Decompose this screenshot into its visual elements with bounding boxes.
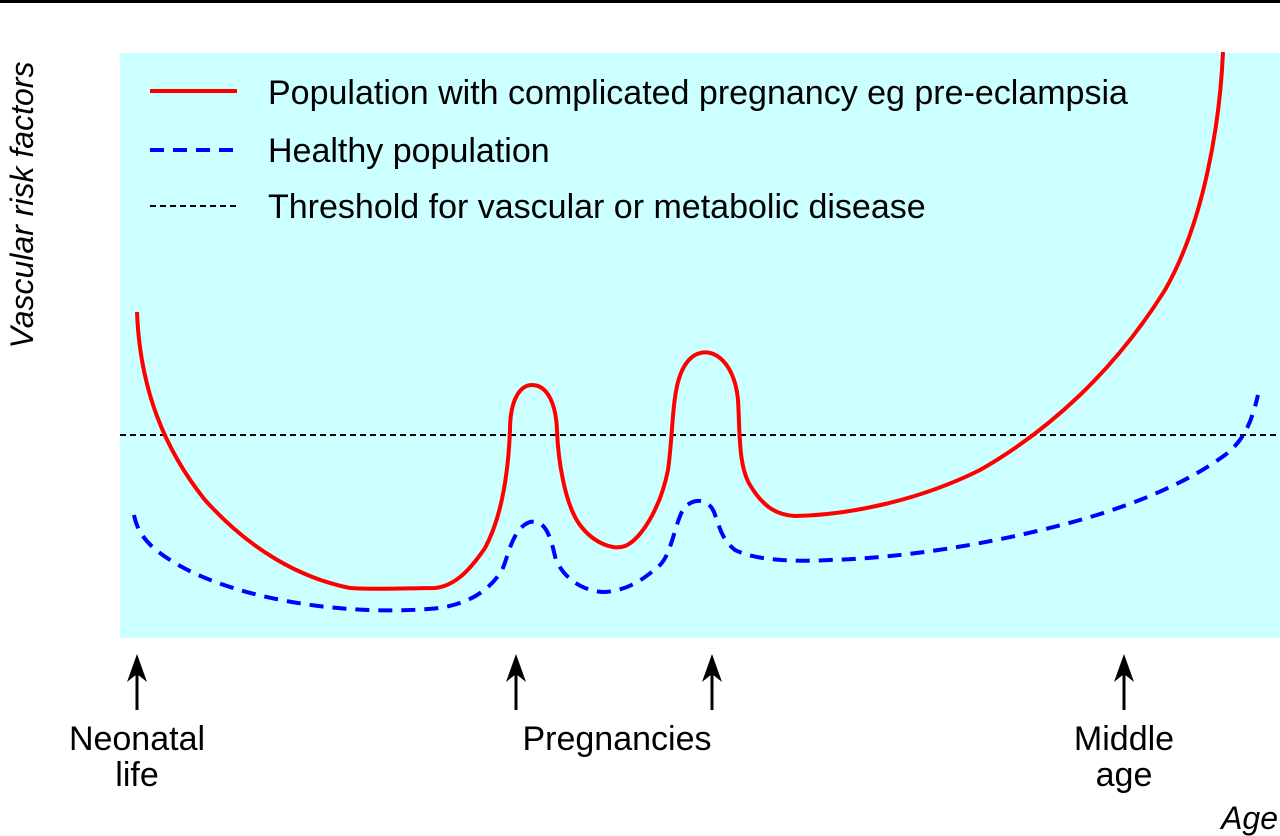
pre-eclampsia-population-line <box>135 51 1225 591</box>
healthy-population-line <box>132 394 1260 613</box>
legend: Population with complicated pregnancy eg… <box>150 74 1128 226</box>
annotation-middle-age-line-1: Middle <box>1074 720 1174 758</box>
arrow-middle-age <box>1114 654 1134 710</box>
x-axis-label: Age <box>1219 800 1278 836</box>
annotation-neonatal-line-1: Neonatal <box>69 720 205 758</box>
arrow-pregnancy-2 <box>702 654 722 710</box>
arrow-pregnancy-1 <box>506 654 526 710</box>
annotation-neonatal-line-2: life <box>115 756 158 794</box>
plot-area <box>120 53 1280 638</box>
legend-label-pre-eclampsia: Population with complicated pregnancy eg… <box>268 74 1128 112</box>
annotation-middle-age-line-2: age <box>1096 756 1153 794</box>
annotation-pregnancies: Pregnancies <box>522 720 711 758</box>
legend-label-healthy: Healthy population <box>268 132 550 170</box>
legend-label-threshold: Threshold for vascular or metabolic dise… <box>268 188 926 226</box>
y-axis-label: Vascular risk factors <box>4 62 40 349</box>
arrow-neonatal <box>127 654 147 710</box>
